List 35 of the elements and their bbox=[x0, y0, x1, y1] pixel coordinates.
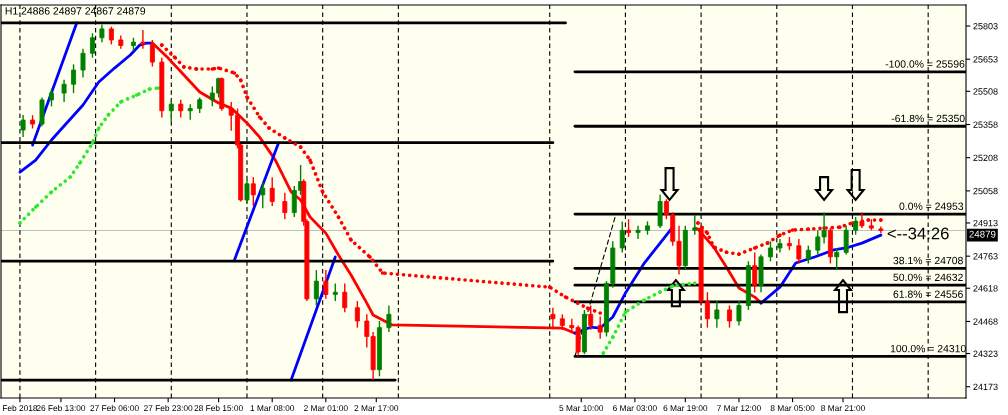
x-tick-label: 5 Mar 10:00 bbox=[559, 405, 604, 412]
annotation: 61.8% = 24556 bbox=[893, 290, 963, 298]
y-tick-label: 24763 bbox=[973, 253, 998, 260]
y-tick-label: 25358 bbox=[973, 121, 998, 128]
annotation: <--34:26 bbox=[887, 227, 949, 240]
ref-line-label: 24879 bbox=[969, 230, 996, 238]
y-tick-label: 24468 bbox=[973, 318, 998, 325]
x-tick-label: 1 Mar 08:00 bbox=[250, 405, 295, 412]
y-tick-label: 24173 bbox=[973, 383, 998, 391]
y-tick-label: 24913 bbox=[973, 219, 998, 227]
y-tick-label: 25803 bbox=[973, 22, 998, 30]
y-tick-label: 24323 bbox=[973, 350, 998, 357]
y-tick-label: 25653 bbox=[973, 56, 998, 63]
x-tick-label: 8 Mar 21:00 bbox=[821, 405, 865, 412]
x-tick-label: 6 Mar 19:00 bbox=[663, 405, 708, 412]
x-tick-label: 27 Feb 06:00 bbox=[90, 404, 139, 412]
annotation: -61.8% = 25350 bbox=[891, 114, 965, 123]
annotation: 50.0% = 24632 bbox=[893, 273, 963, 281]
x-tick-label: 27 Feb 23:00 bbox=[144, 404, 193, 412]
y-tick-label: 24618 bbox=[973, 285, 998, 292]
x-tick-label: 2 Mar 01:00 bbox=[304, 405, 348, 412]
x-tick-label: 26 Feb 13:00 bbox=[36, 404, 86, 412]
x-tick-label: 28 Feb 15:00 bbox=[194, 404, 243, 412]
annotation: 38.1% = 24708 bbox=[893, 256, 963, 265]
x-tick-label: 6 Mar 03:00 bbox=[613, 405, 657, 412]
chart-title: H1 24886 24897 24867 24879 bbox=[5, 7, 146, 15]
y-tick-label: 25508 bbox=[973, 88, 998, 95]
x-tick-label: Feb 2018 bbox=[3, 404, 38, 412]
y-tick-label: 25208 bbox=[973, 154, 998, 162]
annotation: -100.0% = 25596 bbox=[885, 60, 965, 68]
x-tick-label: 8 Mar 05:00 bbox=[770, 405, 815, 412]
annotation: 0.0% = 24953 bbox=[899, 202, 964, 210]
y-tick-label: 25058 bbox=[973, 187, 998, 195]
x-tick-label: 2 Mar 17:00 bbox=[354, 405, 399, 412]
x-tick-label: 7 Mar 12:00 bbox=[717, 405, 761, 412]
